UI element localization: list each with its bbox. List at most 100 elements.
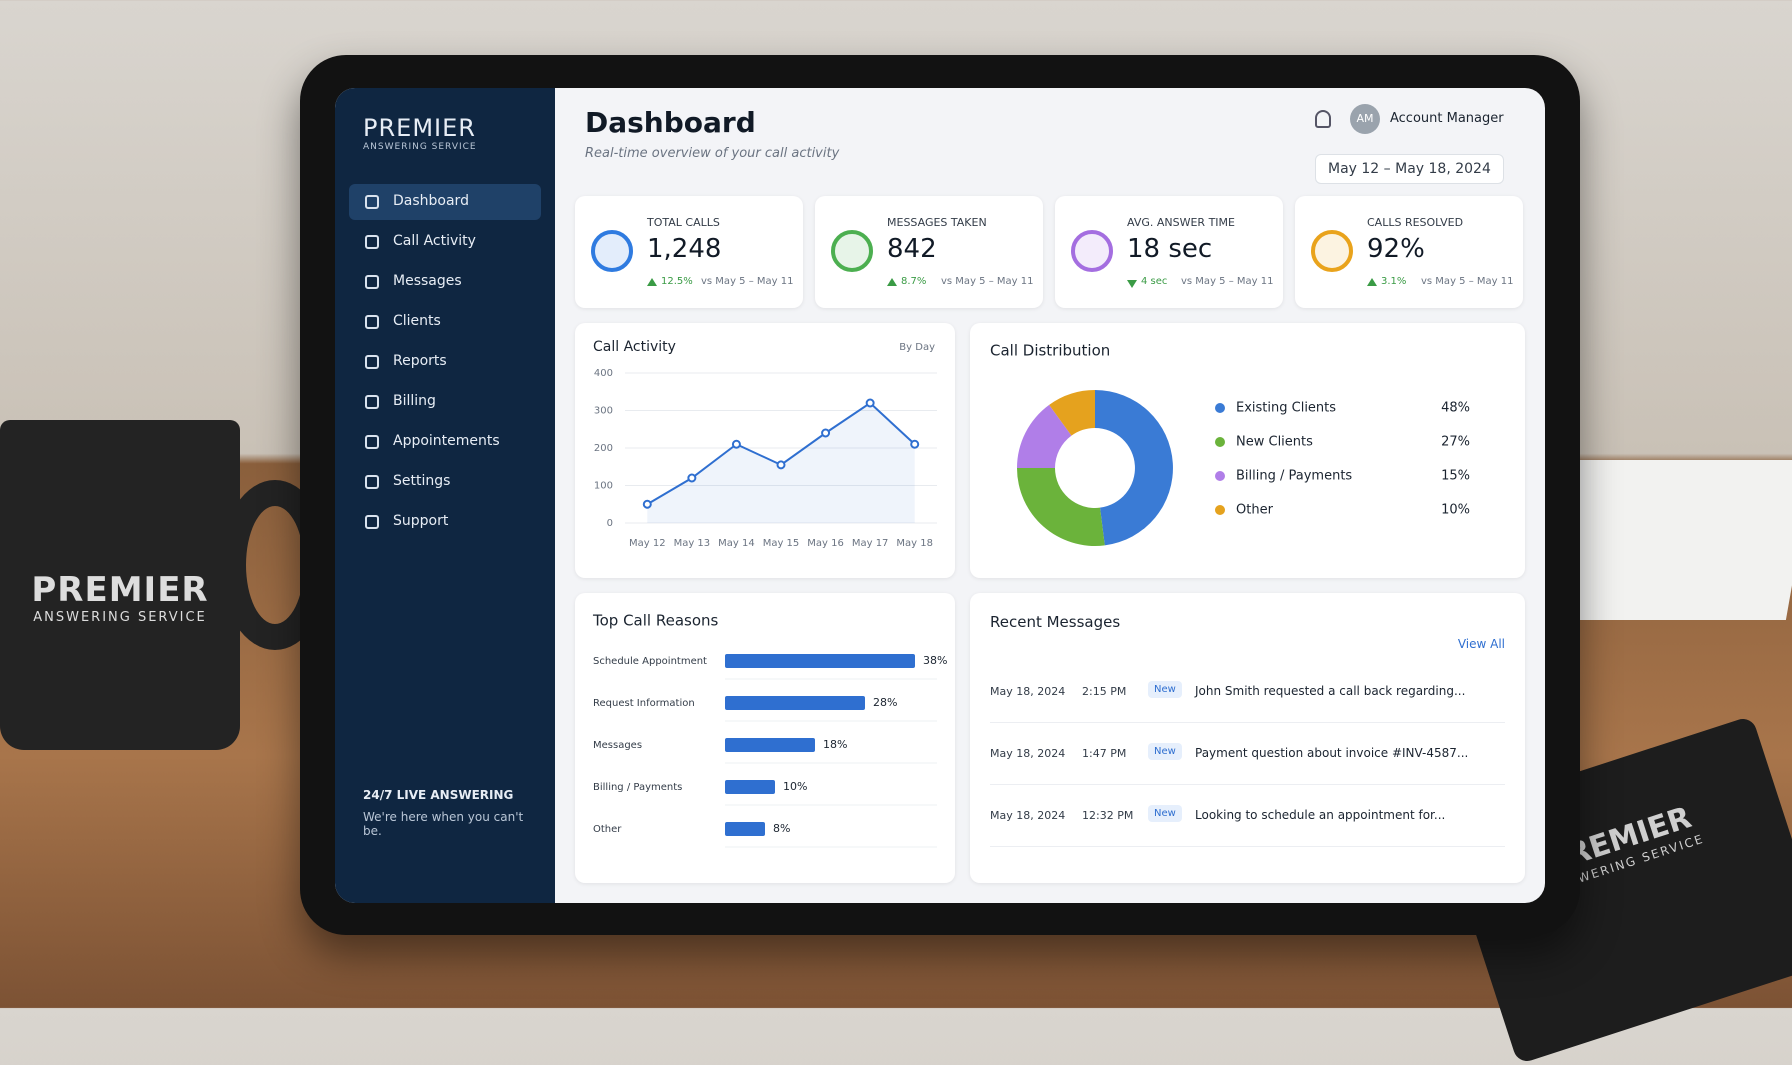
legend-label: Billing / Payments — [1236, 469, 1352, 484]
kpi-change: 4 sec — [1141, 276, 1168, 287]
kpi-change: 8.7% — [901, 276, 927, 287]
message-date: May 18, 2024 — [990, 685, 1066, 698]
value-label: 38% — [923, 654, 947, 667]
message-row[interactable]: May 18, 2024 2:15 PM New John Smith request… — [990, 673, 1505, 723]
brand: PREMIER ANSWERING SERVICE — [363, 114, 477, 152]
bar — [725, 696, 865, 710]
message-time: 2:15 PM — [1082, 685, 1127, 698]
kpi-label: CALLS RESOLVED — [1367, 216, 1464, 229]
value-label: 48% — [1441, 401, 1470, 416]
view-all-link[interactable]: View All — [1457, 637, 1505, 651]
trend-arrow — [1127, 280, 1137, 288]
bar-label: Billing / Payments — [593, 782, 682, 793]
pie-slice — [1017, 404, 1072, 468]
nav-icon — [365, 515, 379, 529]
nav-item[interactable]: Clients — [349, 304, 541, 340]
x-tick-label: May 18 — [896, 538, 933, 549]
legend-label: Other — [1236, 503, 1274, 518]
pie-slice — [1095, 390, 1173, 546]
chart-title: Top Call Reasons — [592, 612, 719, 630]
main: Dashboard Real-time overview of your call… — [555, 88, 1545, 903]
nav-item[interactable]: Messages — [349, 264, 541, 300]
point — [865, 398, 875, 408]
nav-icon — [365, 435, 379, 449]
kpi-value: 92% — [1367, 234, 1425, 264]
message-badge: New — [1148, 743, 1182, 760]
message-text: John Smith requested a call back regardi… — [1195, 684, 1466, 698]
nav-item[interactable]: Call Activity — [349, 224, 541, 260]
bar — [725, 738, 815, 752]
point — [731, 439, 741, 449]
chart-title: Call Activity — [593, 339, 676, 355]
page-title: Dashboard — [585, 106, 756, 139]
message-row[interactable]: May 18, 2024 12:32 PM New Looking to schedu… — [990, 797, 1505, 847]
kpi-card: MESSAGES TAKEN 842 8.7% vs May 5 – May 11 — [815, 196, 1043, 308]
chart-svg: Call Distribution Existing Clients 48% New … — [990, 342, 1470, 546]
line-chart-card: Call Activity By Day 0 100 200 300 400 May 12 Ma… — [575, 323, 955, 578]
kpi-card: CALLS RESOLVED 92% 3.1% vs May 5 – May 11 — [1295, 196, 1523, 308]
date-range[interactable]: May 12 – May 18, 2024 — [1315, 154, 1504, 184]
message-date: May 18, 2024 — [990, 809, 1066, 822]
y-tick-label: 300 — [594, 406, 613, 417]
pie-slice — [1017, 468, 1105, 546]
nav-item[interactable]: Billing — [349, 384, 541, 420]
message-time: 12:32 PM — [1082, 809, 1134, 822]
trend-arrow — [1367, 278, 1377, 286]
pie-slice — [1049, 390, 1095, 436]
kpi-compare: vs May 5 – May 11 — [1181, 276, 1274, 287]
value-label: 8% — [773, 822, 790, 835]
kpi-icon — [591, 230, 633, 272]
message-row[interactable]: May 18, 2024 1:47 PM New Payment question a… — [990, 735, 1505, 785]
nav-item[interactable]: Dashboard — [349, 184, 541, 220]
nav-icon — [365, 395, 379, 409]
mug-tagline: ANSWERING SERVICE — [33, 610, 207, 625]
nav-item[interactable]: Support — [349, 504, 541, 540]
notifications[interactable] — [1315, 110, 1331, 128]
chart-control[interactable]: By Day — [899, 342, 935, 353]
bar-label: Other — [593, 824, 622, 835]
y-tick-label: 200 — [594, 443, 613, 454]
nav-icon — [365, 235, 379, 249]
kpi-icon — [1071, 230, 1113, 272]
value-label: 18% — [823, 738, 847, 751]
nav-item[interactable]: Settings — [349, 464, 541, 500]
kpi-change: 12.5% — [661, 276, 693, 287]
y-tick-label: 400 — [594, 368, 613, 379]
legend-swatch — [1215, 403, 1225, 413]
mug-brand: PREMIER — [31, 570, 209, 610]
x-tick-label: May 16 — [807, 538, 844, 549]
kpi-label: TOTAL CALLS — [647, 216, 720, 229]
trend-arrow — [887, 278, 897, 286]
nav-icon — [365, 355, 379, 369]
section-title: Recent Messages — [990, 613, 1121, 631]
legend-swatch — [1215, 505, 1225, 515]
message-date: May 18, 2024 — [990, 747, 1066, 760]
brand-name: PREMIER — [363, 114, 476, 142]
bar-chart-card: Top Call Reasons Schedule Appointment 38% R… — [575, 593, 955, 883]
value-label: 28% — [873, 696, 897, 709]
avatar[interactable]: AM — [1350, 104, 1380, 134]
kpi-icon — [831, 230, 873, 272]
nav-icon — [365, 315, 379, 329]
bar — [725, 780, 775, 794]
screen: PREMIER ANSWERING SERVICE 24/7 LIVE ANSWE… — [335, 88, 1545, 903]
kpi-label: MESSAGES TAKEN — [887, 216, 987, 229]
kpi-label: AVG. ANSWER TIME — [1127, 216, 1235, 229]
value-label: 10% — [783, 780, 807, 793]
legend-swatch — [1215, 471, 1225, 481]
message-text: Looking to schedule an appointment for..… — [1195, 808, 1446, 822]
scene: PREMIER ANSWERING SERVICE PREMIER ANSWERIN… — [0, 55, 1792, 1065]
pie-chart-card: Call Distribution Existing Clients 48% New … — [970, 323, 1525, 578]
nav-item[interactable]: Reports — [349, 344, 541, 380]
x-tick-label: May 17 — [852, 538, 889, 549]
legend-label: New Clients — [1236, 435, 1313, 450]
message-text: Payment question about invoice #INV-4587… — [1195, 746, 1469, 760]
sidebar: PREMIER ANSWERING SERVICE 24/7 LIVE ANSWE… — [335, 88, 555, 903]
page-subtitle: Real-time overview of your call activity — [585, 146, 840, 161]
message-badge: New — [1148, 681, 1182, 698]
nav-item[interactable]: Appointements — [349, 424, 541, 460]
y-tick-label: 0 — [607, 518, 613, 529]
user-menu[interactable]: Account Manager — [1390, 111, 1504, 126]
nav-icon — [365, 275, 379, 289]
point — [687, 473, 697, 483]
